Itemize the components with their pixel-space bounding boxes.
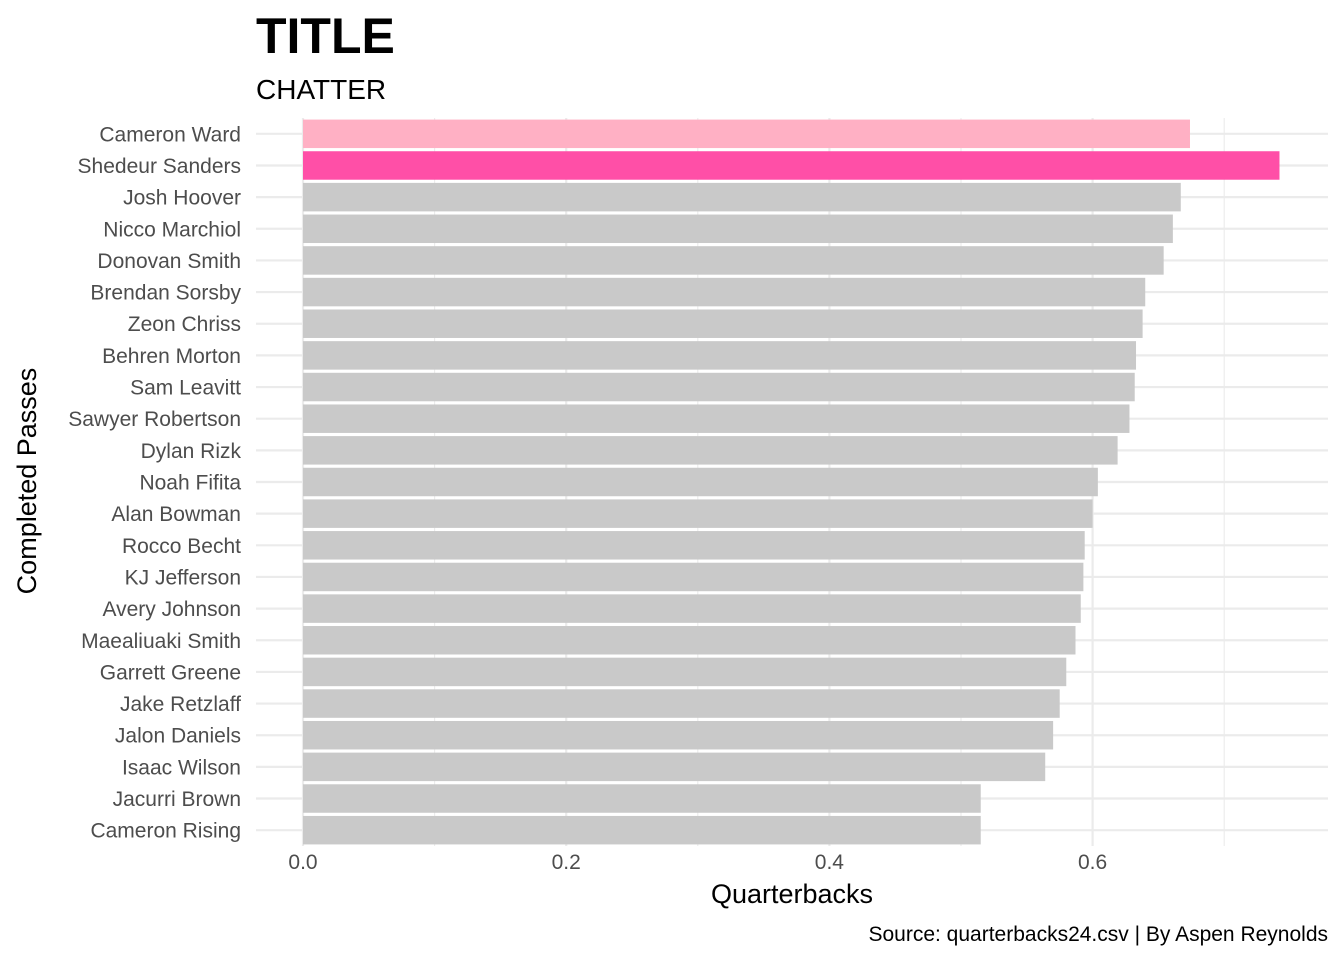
x-tick-labels: 0.0 0.2 0.4 0.6 — [288, 851, 1107, 874]
y-tick-label: Cameron Rising — [90, 820, 241, 843]
y-tick-label: Donovan Smith — [97, 250, 241, 273]
y-tick-label: Jake Retzlaff — [120, 693, 241, 716]
y-axis-label: Completed Passes — [12, 368, 42, 595]
chart-subtitle: CHATTER — [256, 74, 386, 105]
bar — [303, 182, 1181, 212]
y-tick-label: Noah Fifita — [139, 472, 241, 495]
bar — [303, 277, 1146, 307]
x-tick-label: 0.2 — [552, 851, 581, 874]
y-tick-label: KJ Jefferson — [125, 566, 241, 589]
bar — [303, 752, 1046, 782]
bar — [303, 657, 1067, 687]
bar — [303, 594, 1081, 623]
y-tick-label: Behren Morton — [102, 345, 241, 368]
bar — [303, 214, 1173, 244]
bar — [303, 689, 1060, 718]
x-tick-label: 0.4 — [815, 851, 845, 874]
y-tick-label: Zeon Chriss — [128, 313, 241, 336]
x-tick-label: 0.6 — [1078, 851, 1107, 874]
y-tick-label: Brendan Sorsby — [90, 282, 241, 305]
chart-caption: Source: quarterbacks24.csv | By Aspen Re… — [868, 923, 1328, 946]
bar — [303, 562, 1084, 592]
y-tick-labels: Cameron Ward Shedeur Sanders Josh Hoover Ni… — [68, 123, 241, 842]
bar — [303, 151, 1280, 180]
x-tick-label: 0.0 — [288, 851, 317, 874]
bar — [303, 531, 1085, 560]
bar — [303, 436, 1118, 465]
bars — [303, 119, 1280, 845]
bar — [303, 626, 1076, 655]
y-tick-label: Nicco Marchiol — [103, 218, 241, 241]
bar — [303, 341, 1137, 370]
y-tick-label: Shedeur Sanders — [78, 155, 241, 178]
y-tick-label: Sam Leavitt — [130, 377, 241, 400]
y-tick-label: Sawyer Robertson — [68, 408, 241, 431]
bar — [303, 499, 1093, 528]
chart-title: TITLE — [256, 8, 395, 64]
y-tick-label: Jalon Daniels — [115, 725, 241, 748]
y-tick-label: Cameron Ward — [99, 123, 241, 146]
bar — [303, 720, 1054, 750]
y-tick-label: Alan Bowman — [111, 503, 241, 526]
y-tick-label: Rocco Becht — [122, 535, 241, 558]
bar — [303, 309, 1143, 338]
y-tick-label: Dylan Rizk — [141, 440, 242, 463]
bar — [303, 467, 1098, 497]
bar — [303, 404, 1130, 433]
bar — [303, 246, 1164, 275]
y-tick-label: Garrett Greene — [100, 661, 241, 684]
y-tick-label: Maealiuaki Smith — [81, 630, 241, 653]
y-tick-label: Jacurri Brown — [113, 788, 241, 811]
bar — [303, 372, 1135, 402]
bar — [303, 784, 981, 813]
bar — [303, 815, 981, 845]
y-tick-label: Josh Hoover — [123, 187, 241, 210]
bar — [303, 119, 1190, 149]
y-tick-label: Avery Johnson — [102, 598, 241, 621]
x-axis-label: Quarterbacks — [711, 879, 873, 909]
y-tick-label: Isaac Wilson — [122, 756, 241, 779]
